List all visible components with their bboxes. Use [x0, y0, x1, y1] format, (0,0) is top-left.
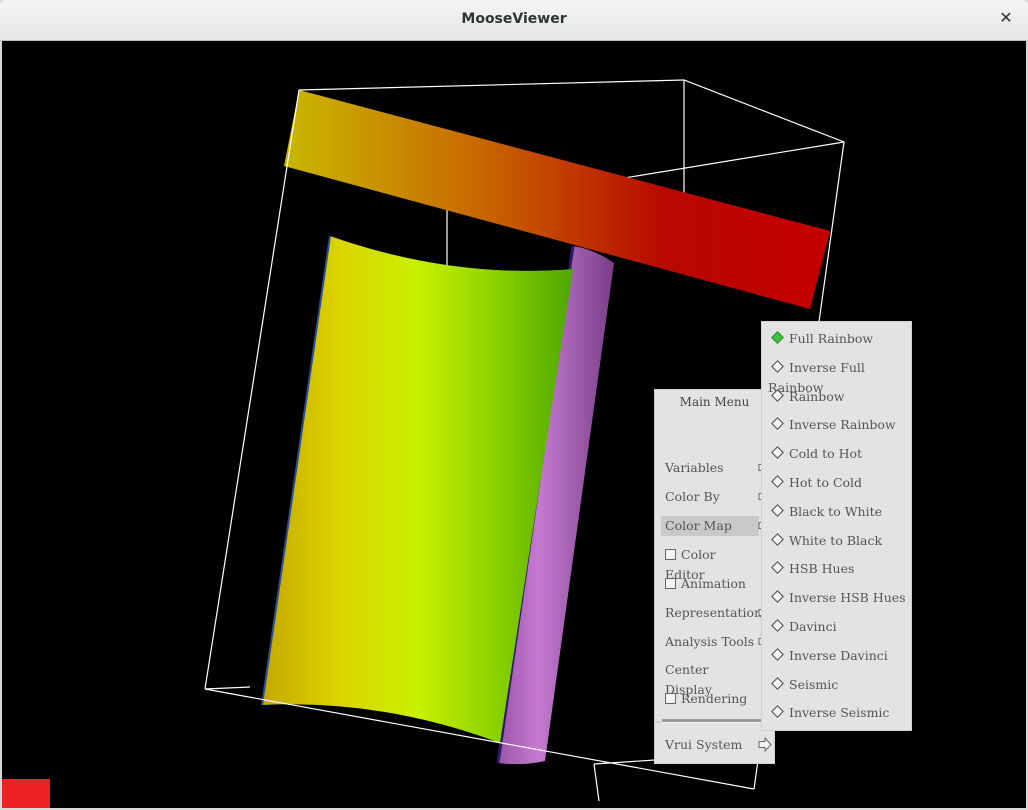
- colormap-option-davinci[interactable]: Davinci: [768, 617, 841, 637]
- menu-item-label: Color By: [665, 489, 720, 504]
- option-label: Black to White: [789, 504, 883, 519]
- close-icon[interactable]: ✕: [999, 8, 1013, 27]
- main-menu-title: Main Menu: [679, 395, 750, 409]
- menu-item-representation[interactable]: Representation: [661, 603, 772, 623]
- colormap-option-hsb-hues[interactable]: HSB Hues: [768, 559, 858, 579]
- color-map-submenu: Full Rainbow Inverse Full Rainbow Rainbo…: [761, 321, 912, 731]
- option-label: Cold to Hot: [789, 446, 863, 461]
- menu-item-vrui-system[interactable]: Vrui System: [661, 735, 772, 755]
- option-label: Inverse Seismic: [789, 705, 890, 720]
- radio-icon: [771, 705, 784, 718]
- menu-item-label: Representation: [665, 605, 763, 620]
- menu-item-variables[interactable]: Variables: [661, 458, 772, 478]
- option-label: Inverse Davinci: [789, 648, 888, 663]
- main-menu: Main Menu Variables Color By Color Map C…: [654, 389, 775, 722]
- menu-item-label: Center Display: [665, 662, 712, 697]
- colormap-option-inverse-full-rainbow[interactable]: Inverse Full Rainbow: [768, 358, 912, 395]
- window-title: MooseViewer: [461, 11, 567, 27]
- sheet-surface: [262, 236, 573, 743]
- option-label: Davinci: [789, 619, 837, 634]
- colormap-option-black-to-white[interactable]: Black to White: [768, 502, 886, 522]
- colormap-option-cold-to-hot[interactable]: Cold to Hot: [768, 444, 866, 464]
- option-label: White to Black: [789, 533, 883, 548]
- option-label: Inverse Full Rainbow: [768, 360, 865, 395]
- colormap-option-inverse-hsb-hues[interactable]: Inverse HSB Hues: [768, 588, 910, 608]
- colormap-option-seismic[interactable]: Seismic: [768, 675, 842, 695]
- menu-item-label: Rendering: [681, 691, 748, 706]
- radio-icon: [771, 389, 784, 402]
- colormap-option-inverse-rainbow[interactable]: Inverse Rainbow: [768, 415, 900, 435]
- menu-item-label: Animation: [681, 576, 746, 591]
- radio-selected-icon: [771, 331, 784, 344]
- radio-icon: [771, 417, 784, 430]
- main-menu-footer: Vrui System: [654, 719, 775, 764]
- option-label: Inverse HSB Hues: [789, 590, 906, 605]
- submenu-arrow-icon: [758, 737, 772, 752]
- radio-icon: [771, 677, 784, 690]
- radio-icon: [771, 504, 784, 517]
- menu-item-color-map[interactable]: Color Map: [661, 516, 772, 536]
- option-label: Hot to Cold: [789, 475, 863, 490]
- colormap-option-inverse-davinci[interactable]: Inverse Davinci: [768, 646, 892, 666]
- menu-item-label: Color Map: [665, 518, 732, 533]
- menu-separator: [662, 719, 767, 723]
- option-label: HSB Hues: [789, 561, 855, 576]
- menu-item-color-by[interactable]: Color By: [661, 487, 772, 507]
- top-band-surface: [284, 90, 830, 309]
- colormap-option-rainbow[interactable]: Rainbow: [768, 387, 848, 407]
- option-label: Seismic: [789, 677, 839, 692]
- checkbox-icon: [665, 549, 676, 560]
- purple-pipe-surface: [498, 246, 614, 765]
- radio-icon: [771, 561, 784, 574]
- menu-item-center-display[interactable]: Center Display: [661, 660, 759, 697]
- radio-icon: [771, 360, 784, 373]
- status-indicator: [2, 779, 50, 808]
- menu-item-animation[interactable]: Animation: [661, 574, 759, 594]
- option-label: Rainbow: [789, 389, 845, 404]
- radio-icon: [771, 533, 784, 546]
- colormap-option-hot-to-cold[interactable]: Hot to Cold: [768, 473, 866, 493]
- colormap-option-white-to-black[interactable]: White to Black: [768, 531, 886, 551]
- menu-item-color-editor[interactable]: Color Editor: [661, 545, 759, 582]
- colormap-option-full-rainbow[interactable]: Full Rainbow: [768, 329, 877, 349]
- menu-item-label: Variables: [665, 460, 724, 475]
- radio-icon: [771, 590, 784, 603]
- menu-item-analysis-tools[interactable]: Analysis Tools: [661, 632, 772, 652]
- menu-item-label: Analysis Tools: [665, 634, 755, 649]
- option-label: Full Rainbow: [789, 331, 874, 346]
- radio-icon: [771, 648, 784, 661]
- radio-icon: [771, 619, 784, 632]
- colormap-option-inverse-seismic[interactable]: Inverse Seismic: [768, 703, 893, 723]
- menu-item-rendering[interactable]: Rendering: [661, 689, 759, 709]
- title-bar[interactable]: MooseViewer ✕: [0, 0, 1028, 41]
- checkbox-icon: [665, 578, 676, 589]
- checkbox-icon: [665, 693, 676, 704]
- radio-icon: [771, 475, 784, 488]
- radio-icon: [771, 446, 784, 459]
- option-label: Inverse Rainbow: [789, 417, 896, 432]
- menu-item-label: Vrui System: [665, 737, 743, 752]
